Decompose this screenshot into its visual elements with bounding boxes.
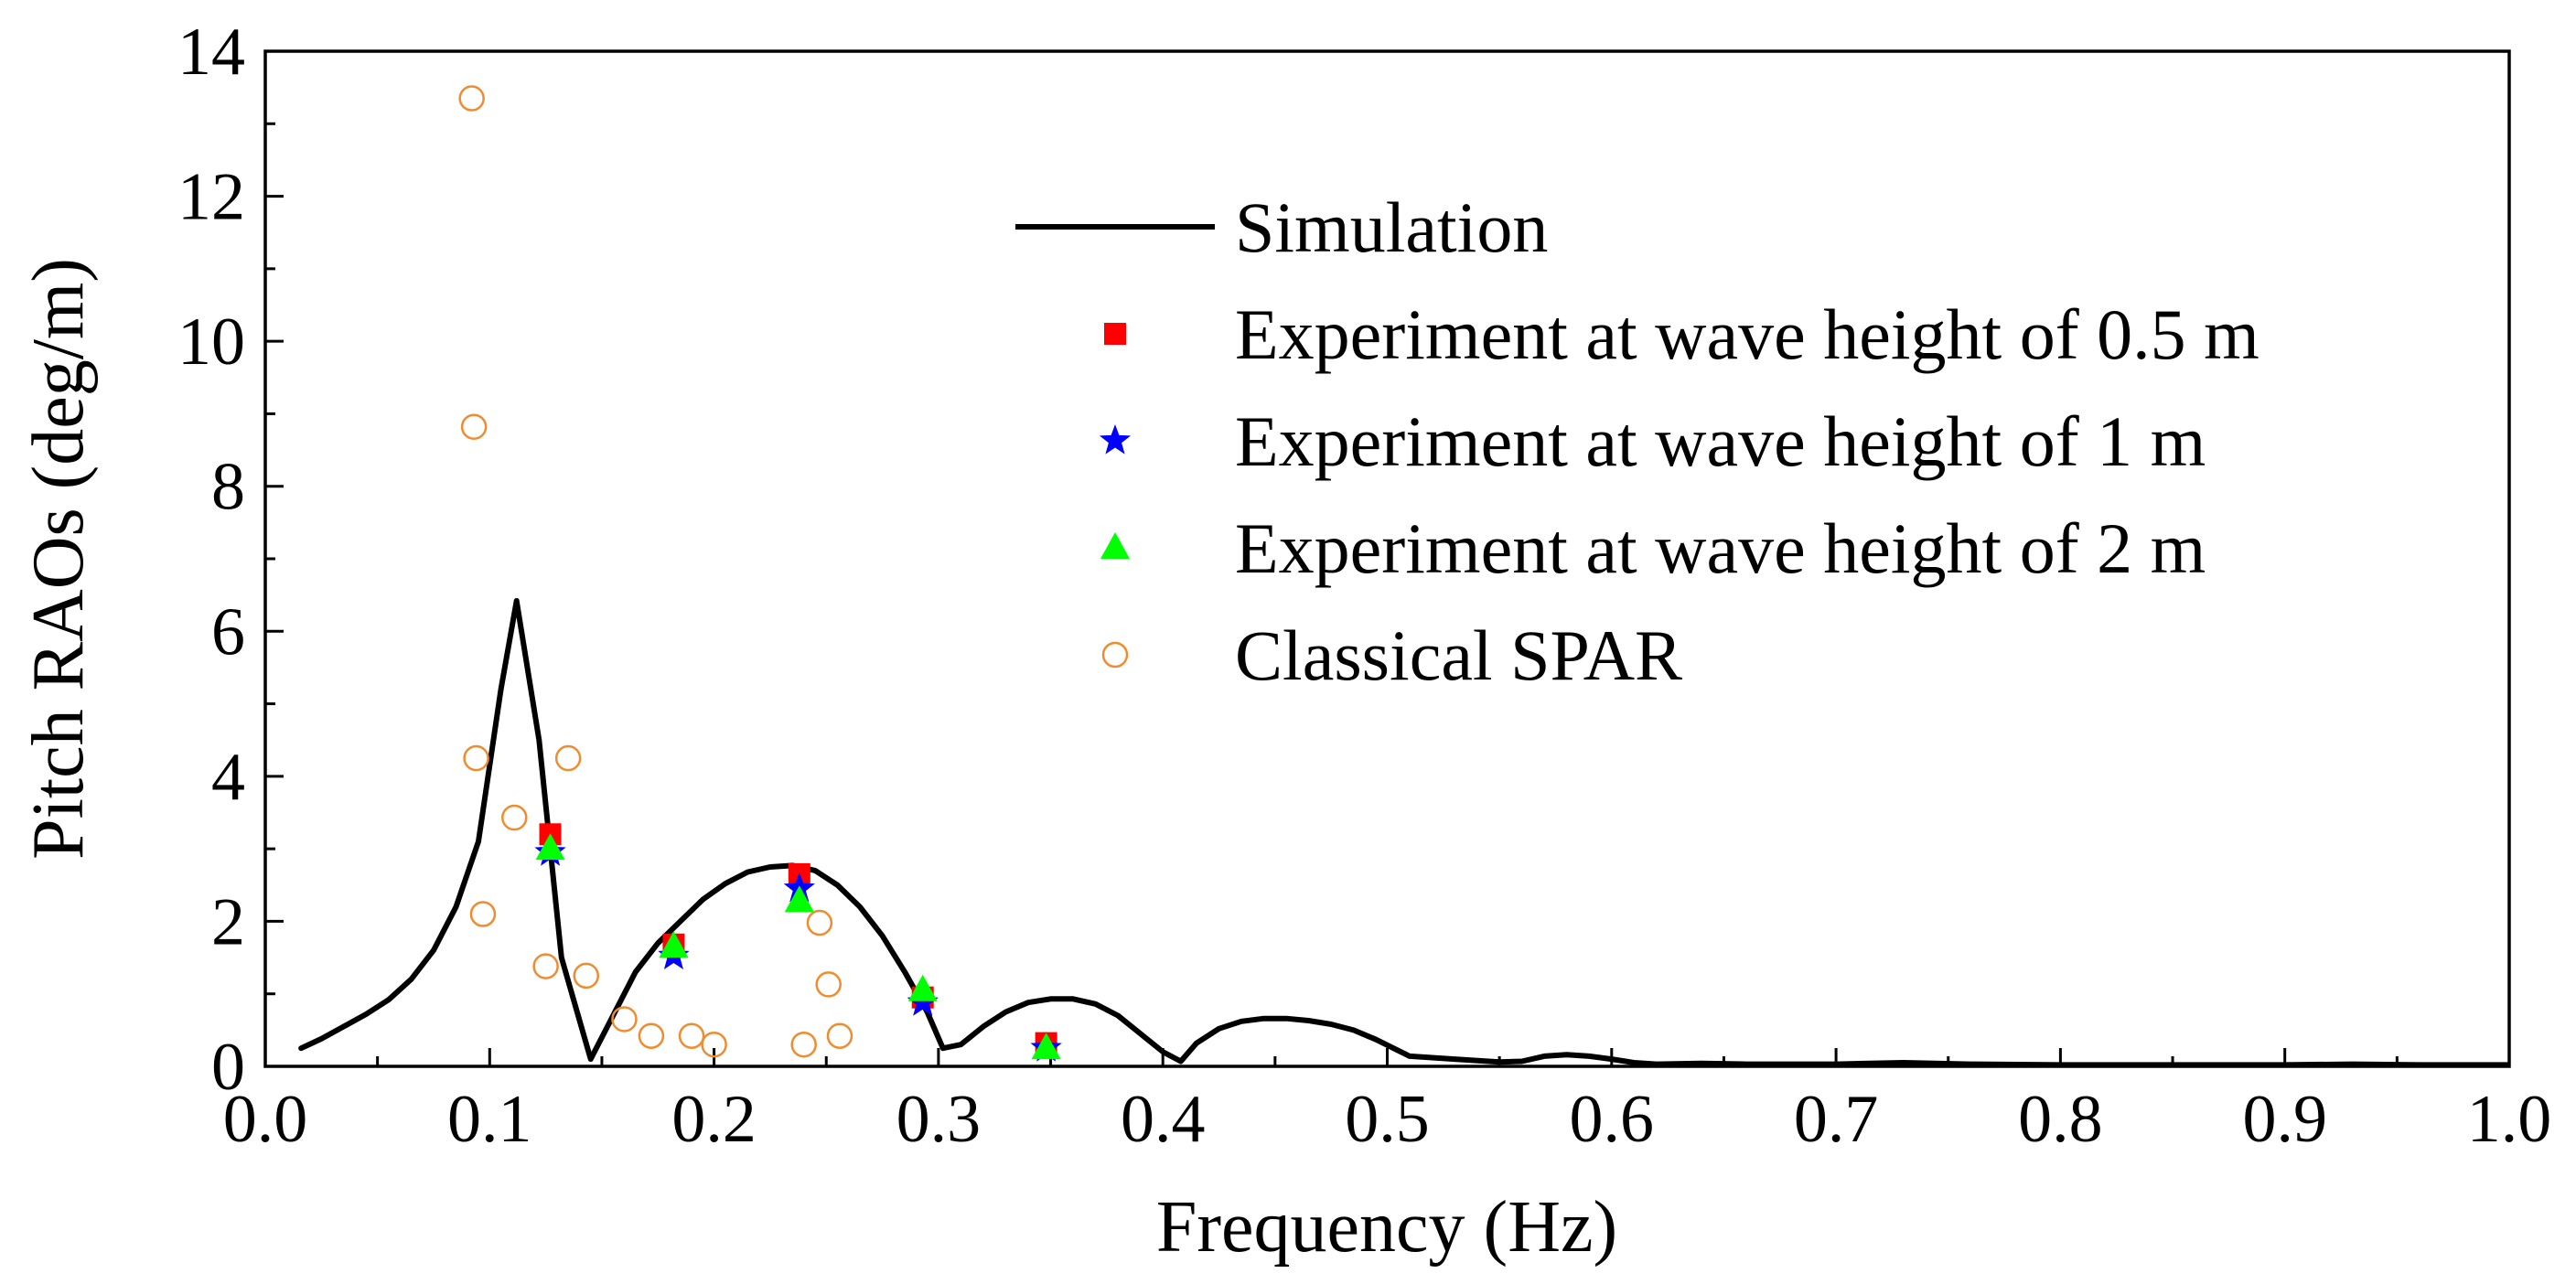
simulation-line	[298, 598, 2509, 1066]
data-point-circle	[638, 1022, 665, 1049]
data-point-circle	[501, 804, 528, 831]
legend-swatch-circle	[1101, 641, 1129, 669]
data-point-circle	[790, 1031, 817, 1058]
y-axis-title: Pitch RAOs (deg/m)	[18, 258, 99, 860]
y-tick-label: 8	[211, 450, 245, 525]
series-simulation	[298, 598, 2509, 1066]
data-point-triangle	[535, 833, 565, 861]
data-point-triangle	[659, 931, 689, 958]
legend-swatch-square	[1104, 323, 1126, 345]
plot-frame	[263, 49, 2511, 1068]
x-tick-label: 0.9	[2242, 1082, 2327, 1157]
legend-label: Simulation	[1235, 187, 1548, 267]
data-point-circle	[826, 1022, 853, 1049]
y-tick-label: 2	[211, 884, 245, 959]
data-point-circle	[573, 962, 600, 990]
x-tick-label: 0.8	[2018, 1082, 2103, 1157]
x-tick-label: 0.0	[223, 1082, 308, 1157]
data-point-circle	[611, 1006, 638, 1033]
legend-item: Experiment at wave height of 2 m	[1100, 508, 2206, 588]
x-tick-label: 0.4	[1121, 1082, 1206, 1157]
legend-item: Experiment at wave height of 0.5 m	[1104, 294, 2259, 374]
data-point-circle	[678, 1022, 705, 1049]
legend-swatch-triangle	[1100, 532, 1130, 559]
y-tick-label: 12	[177, 160, 245, 235]
data-point-circle	[554, 744, 582, 772]
legend-label: Experiment at wave height of 1 m	[1235, 401, 2206, 481]
y-tick-label: 14	[177, 15, 245, 90]
data-point-circle	[469, 901, 497, 927]
data-point-circle	[701, 1031, 727, 1058]
x-tick-label: 0.2	[671, 1082, 757, 1157]
series-classical	[458, 85, 853, 1058]
data-point-circle	[463, 744, 489, 772]
legend-label: Classical SPAR	[1235, 615, 1682, 695]
legend-item: Simulation	[1015, 187, 1548, 267]
x-tick-label: 0.3	[896, 1082, 982, 1157]
x-tick-label: 0.5	[1345, 1082, 1430, 1157]
legend: Simulation Experiment at wave height of 0…	[1015, 187, 2259, 695]
data-point-circle	[532, 953, 559, 979]
y-tick-label: 10	[177, 305, 245, 380]
data-point-circle	[460, 413, 488, 440]
legend-item: Classical SPAR	[1101, 615, 1682, 695]
series-layer	[298, 85, 2509, 1066]
y-tick-labels: 0 2 4 6 8 10 12 14	[177, 15, 245, 1105]
y-tick-label: 4	[211, 740, 245, 815]
data-point-triangle	[1031, 1033, 1061, 1060]
x-tick-labels: 0.0 0.1 0.2 0.3 0.4 0.5 0.6 0.7 0.8 0.9 1.0	[223, 1082, 2552, 1157]
x-axis-title: Frequency (Hz)	[1156, 1187, 1617, 1268]
x-tick-label: 1.0	[2467, 1082, 2552, 1157]
x-tick-label: 0.7	[1794, 1082, 1879, 1157]
legend-label: Experiment at wave height of 2 m	[1235, 508, 2206, 588]
y-tick-label: 0	[211, 1030, 245, 1105]
data-point-triangle	[907, 974, 938, 1001]
x-tick-label: 0.1	[447, 1082, 532, 1157]
data-point-circle	[815, 971, 842, 998]
legend-label: Experiment at wave height of 0.5 m	[1235, 294, 2259, 374]
data-point-circle	[806, 909, 833, 936]
data-point-circle	[458, 85, 485, 112]
legend-item: Experiment at wave height of 1 m	[1099, 401, 2206, 481]
series-exp_2	[535, 833, 1061, 1060]
data-point-triangle	[784, 885, 814, 913]
y-tick-label: 6	[211, 594, 245, 669]
legend-swatch-star	[1099, 424, 1132, 455]
x-tick-label: 0.6	[1570, 1082, 1655, 1157]
